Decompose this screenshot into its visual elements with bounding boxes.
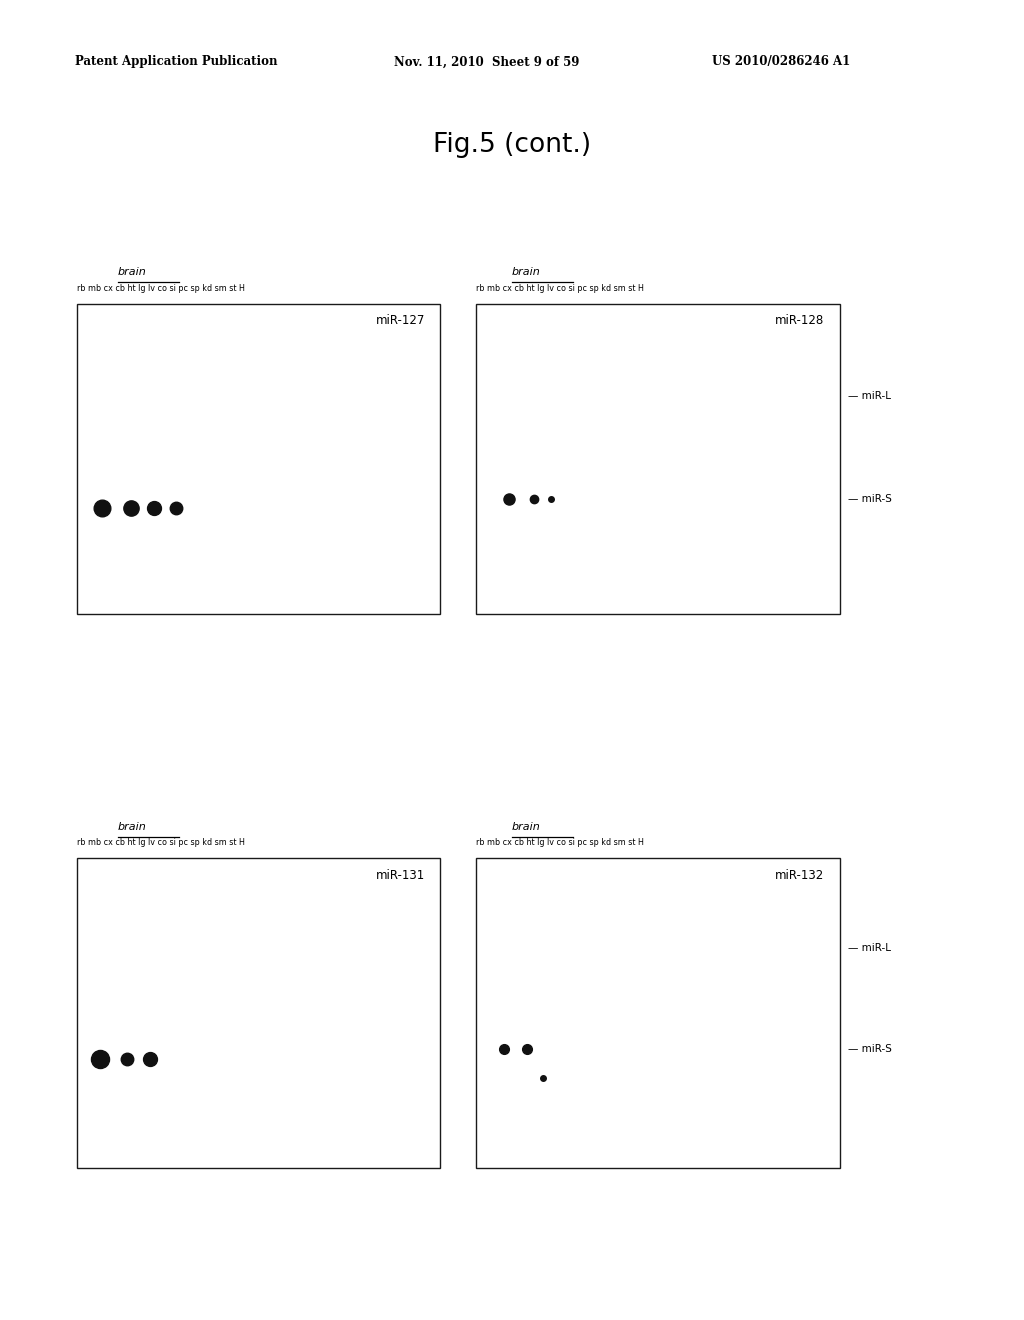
Text: miR-128: miR-128 — [775, 314, 824, 327]
Text: — miR-S: — miR-S — [848, 1044, 892, 1055]
Text: rb mb cx cb ht lg lv co si pc sp kd sm st H: rb mb cx cb ht lg lv co si pc sp kd sm s… — [476, 284, 644, 293]
Text: brain: brain — [512, 267, 541, 277]
Text: miR-131: miR-131 — [376, 869, 425, 882]
Text: rb mb cx cb ht lg lv co si pc sp kd sm st H: rb mb cx cb ht lg lv co si pc sp kd sm s… — [77, 284, 245, 293]
Text: rb mb cx cb ht lg lv co si pc sp kd sm st H: rb mb cx cb ht lg lv co si pc sp kd sm s… — [77, 838, 245, 847]
Text: Patent Application Publication: Patent Application Publication — [75, 55, 278, 69]
Text: brain: brain — [118, 267, 146, 277]
Text: US 2010/0286246 A1: US 2010/0286246 A1 — [712, 55, 850, 69]
Bar — [476, 858, 840, 1168]
Text: miR-132: miR-132 — [775, 869, 824, 882]
Text: miR-127: miR-127 — [376, 314, 425, 327]
Text: brain: brain — [512, 821, 541, 832]
Bar — [476, 304, 840, 614]
Text: — miR-L: — miR-L — [848, 391, 891, 401]
Bar — [77, 304, 440, 614]
Text: Fig.5 (cont.): Fig.5 (cont.) — [433, 132, 591, 158]
Text: brain: brain — [118, 821, 146, 832]
Text: Nov. 11, 2010  Sheet 9 of 59: Nov. 11, 2010 Sheet 9 of 59 — [394, 55, 580, 69]
Text: — miR-S: — miR-S — [848, 494, 892, 504]
Text: — miR-L: — miR-L — [848, 942, 891, 953]
Text: rb mb cx cb ht lg lv co si pc sp kd sm st H: rb mb cx cb ht lg lv co si pc sp kd sm s… — [476, 838, 644, 847]
Bar — [77, 858, 440, 1168]
